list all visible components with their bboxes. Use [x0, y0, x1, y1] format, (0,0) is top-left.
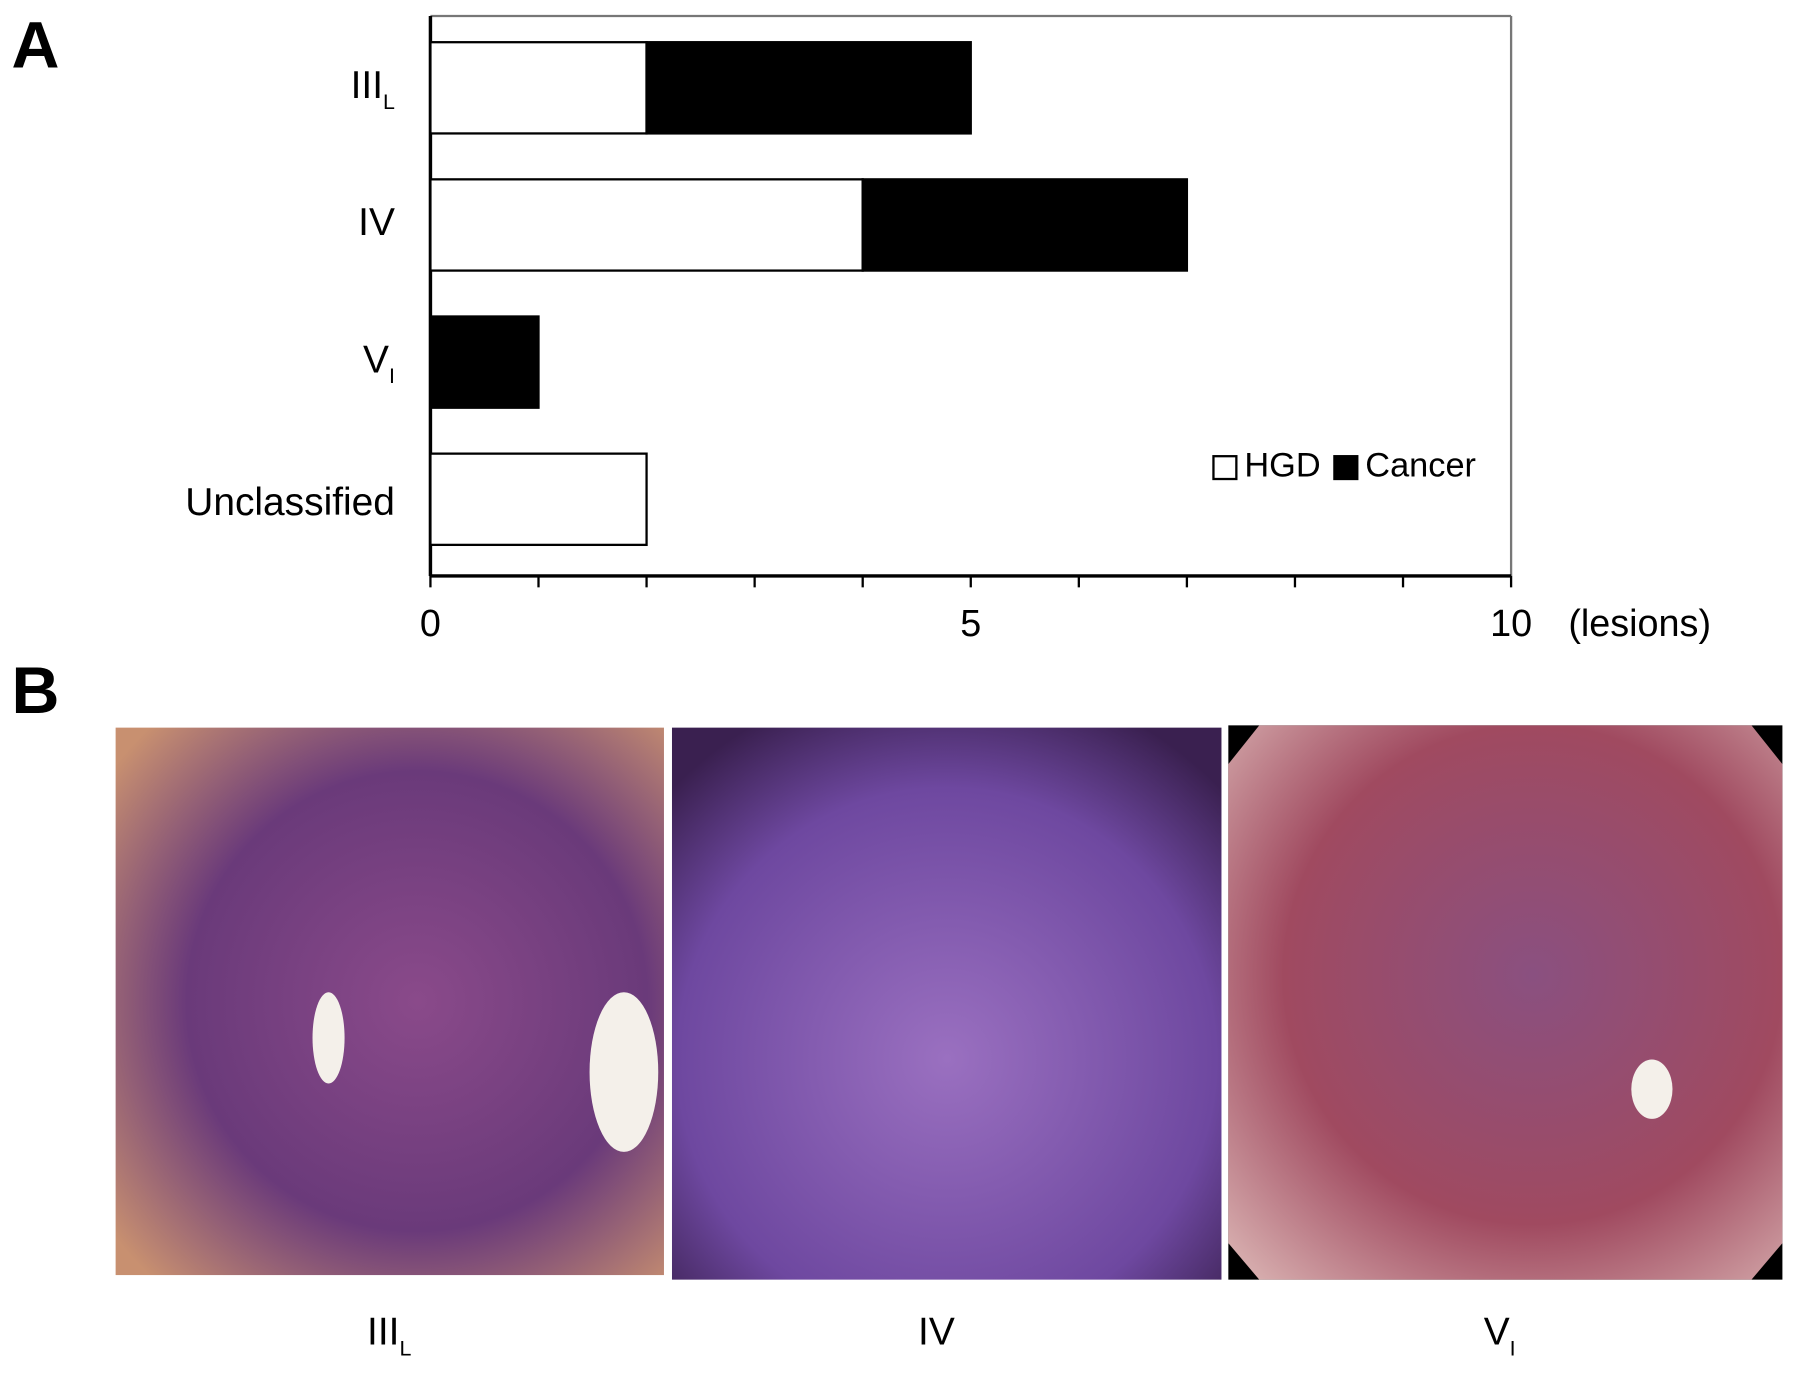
- legend-label: HGD: [1244, 447, 1320, 485]
- glare: [312, 992, 345, 1084]
- legend-swatch: [1333, 455, 1359, 481]
- endoscopy-image: [671, 727, 1222, 1280]
- category-label: V: [363, 338, 389, 381]
- endoscopy-image: [115, 727, 664, 1276]
- panel-label: B: [11, 654, 59, 728]
- category-label: V: [1484, 1311, 1510, 1354]
- category-label: Unclassified: [185, 481, 395, 524]
- category-label: III: [367, 1311, 399, 1354]
- endoscopy-image: [1228, 725, 1783, 1280]
- legend-swatch: [1212, 455, 1238, 481]
- category-subscript: L: [399, 1337, 411, 1361]
- bar-segment: [429, 315, 540, 409]
- panel-label: A: [11, 9, 59, 83]
- category-label: IV: [918, 1311, 955, 1354]
- bar-segment: [429, 41, 648, 135]
- legend-label: Cancer: [1365, 447, 1476, 485]
- bar-segment: [645, 41, 972, 135]
- category-subscript: I: [389, 364, 395, 388]
- category-subscript: I: [1510, 1337, 1516, 1361]
- glare: [1631, 1059, 1673, 1119]
- x-tick-label: 5: [960, 602, 981, 644]
- x-tick-label: 0: [420, 602, 441, 644]
- bar-segment: [861, 178, 1189, 272]
- glare: [589, 992, 659, 1152]
- category-label: III: [351, 64, 383, 107]
- category-label: IV: [358, 201, 395, 244]
- bar-segment: [429, 178, 864, 272]
- x-unit: (lesions): [1568, 602, 1711, 644]
- bar-segment: [429, 452, 648, 547]
- category-subscript: L: [383, 90, 395, 114]
- x-tick-label: 10: [1490, 602, 1532, 644]
